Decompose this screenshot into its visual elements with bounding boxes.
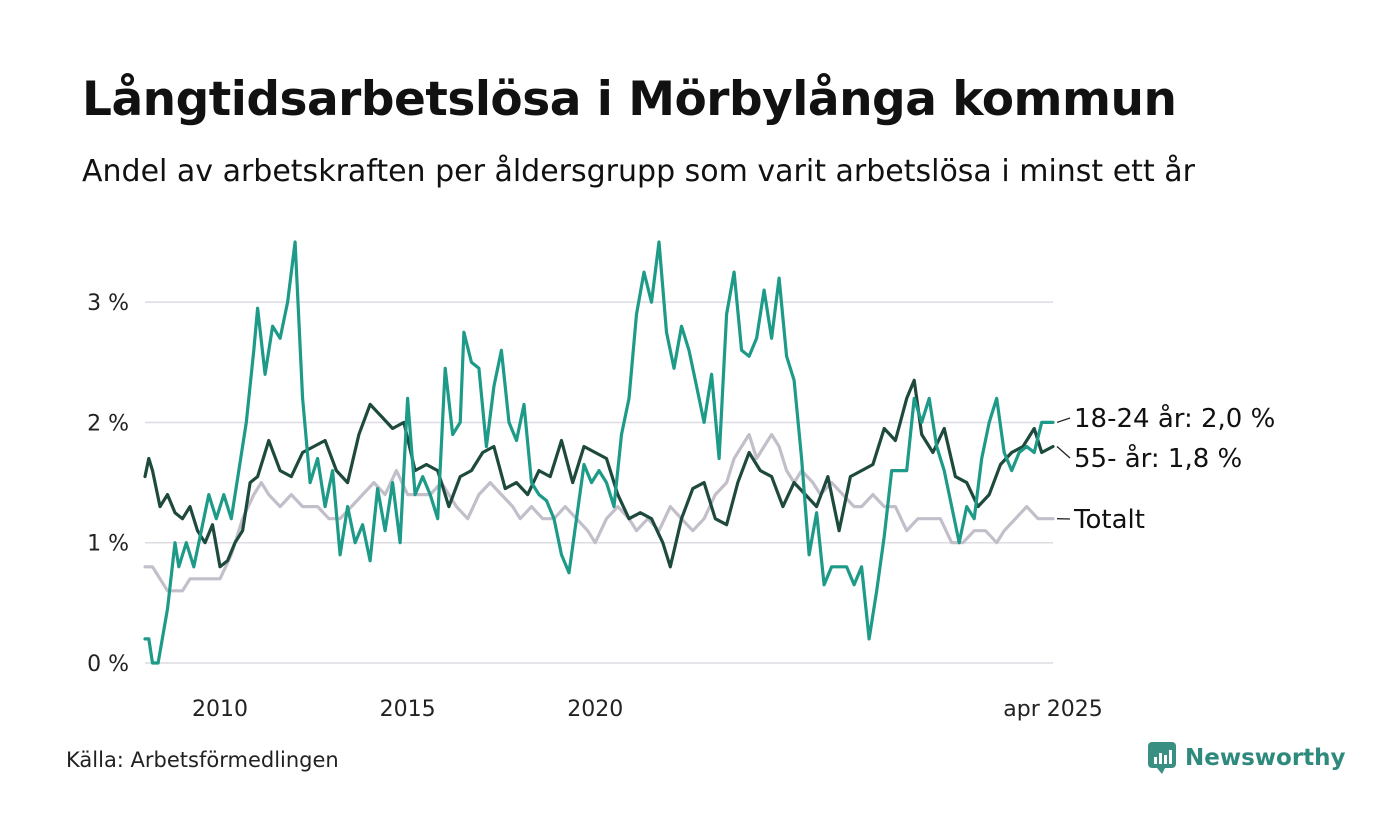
newsworthy-logo-icon — [1148, 742, 1176, 774]
gridlines — [145, 301, 1053, 664]
x-tick-label: 2020 — [567, 697, 623, 722]
y-tick-label: 2 % — [87, 411, 129, 436]
y-axis-ticks: 0 % 1 % 2 % 3 % — [87, 291, 129, 677]
brand-logo[interactable]: Newsworthy — [1147, 741, 1346, 775]
label-leader — [1056, 417, 1071, 424]
brand-name: Newsworthy — [1185, 745, 1346, 771]
x-axis-ticks: 2010 2015 2020 apr 2025 — [192, 697, 1103, 722]
x-tick-label: apr 2025 — [1003, 697, 1102, 722]
x-tick-label: 2010 — [192, 697, 248, 722]
chart-subtitle: Andel av arbetskraften per åldersgrupp s… — [82, 154, 1195, 189]
label-leader — [1056, 446, 1071, 459]
series-end-labels: Totalt 55- år: 1,8 % 18-24 år: 2,0 % — [1056, 403, 1275, 535]
series-line-55-r — [143, 378, 1055, 569]
series-label: Totalt — [1073, 505, 1145, 535]
series-line-18-24-r — [143, 240, 1055, 665]
series-label: 55- år: 1,8 % — [1074, 443, 1242, 474]
y-tick-label: 1 % — [87, 532, 129, 557]
y-tick-label: 3 % — [87, 291, 129, 316]
source-note: Källa: Arbetsförmedlingen — [66, 748, 339, 772]
y-tick-label: 0 % — [87, 652, 129, 677]
series-label: 18-24 år: 2,0 % — [1074, 403, 1275, 434]
series-lines — [143, 240, 1055, 665]
series-line-totalt — [143, 432, 1055, 593]
chart-title: Långtidsarbetslösa i Mörbylånga kommun — [82, 72, 1177, 127]
x-tick-label: 2015 — [380, 697, 436, 722]
